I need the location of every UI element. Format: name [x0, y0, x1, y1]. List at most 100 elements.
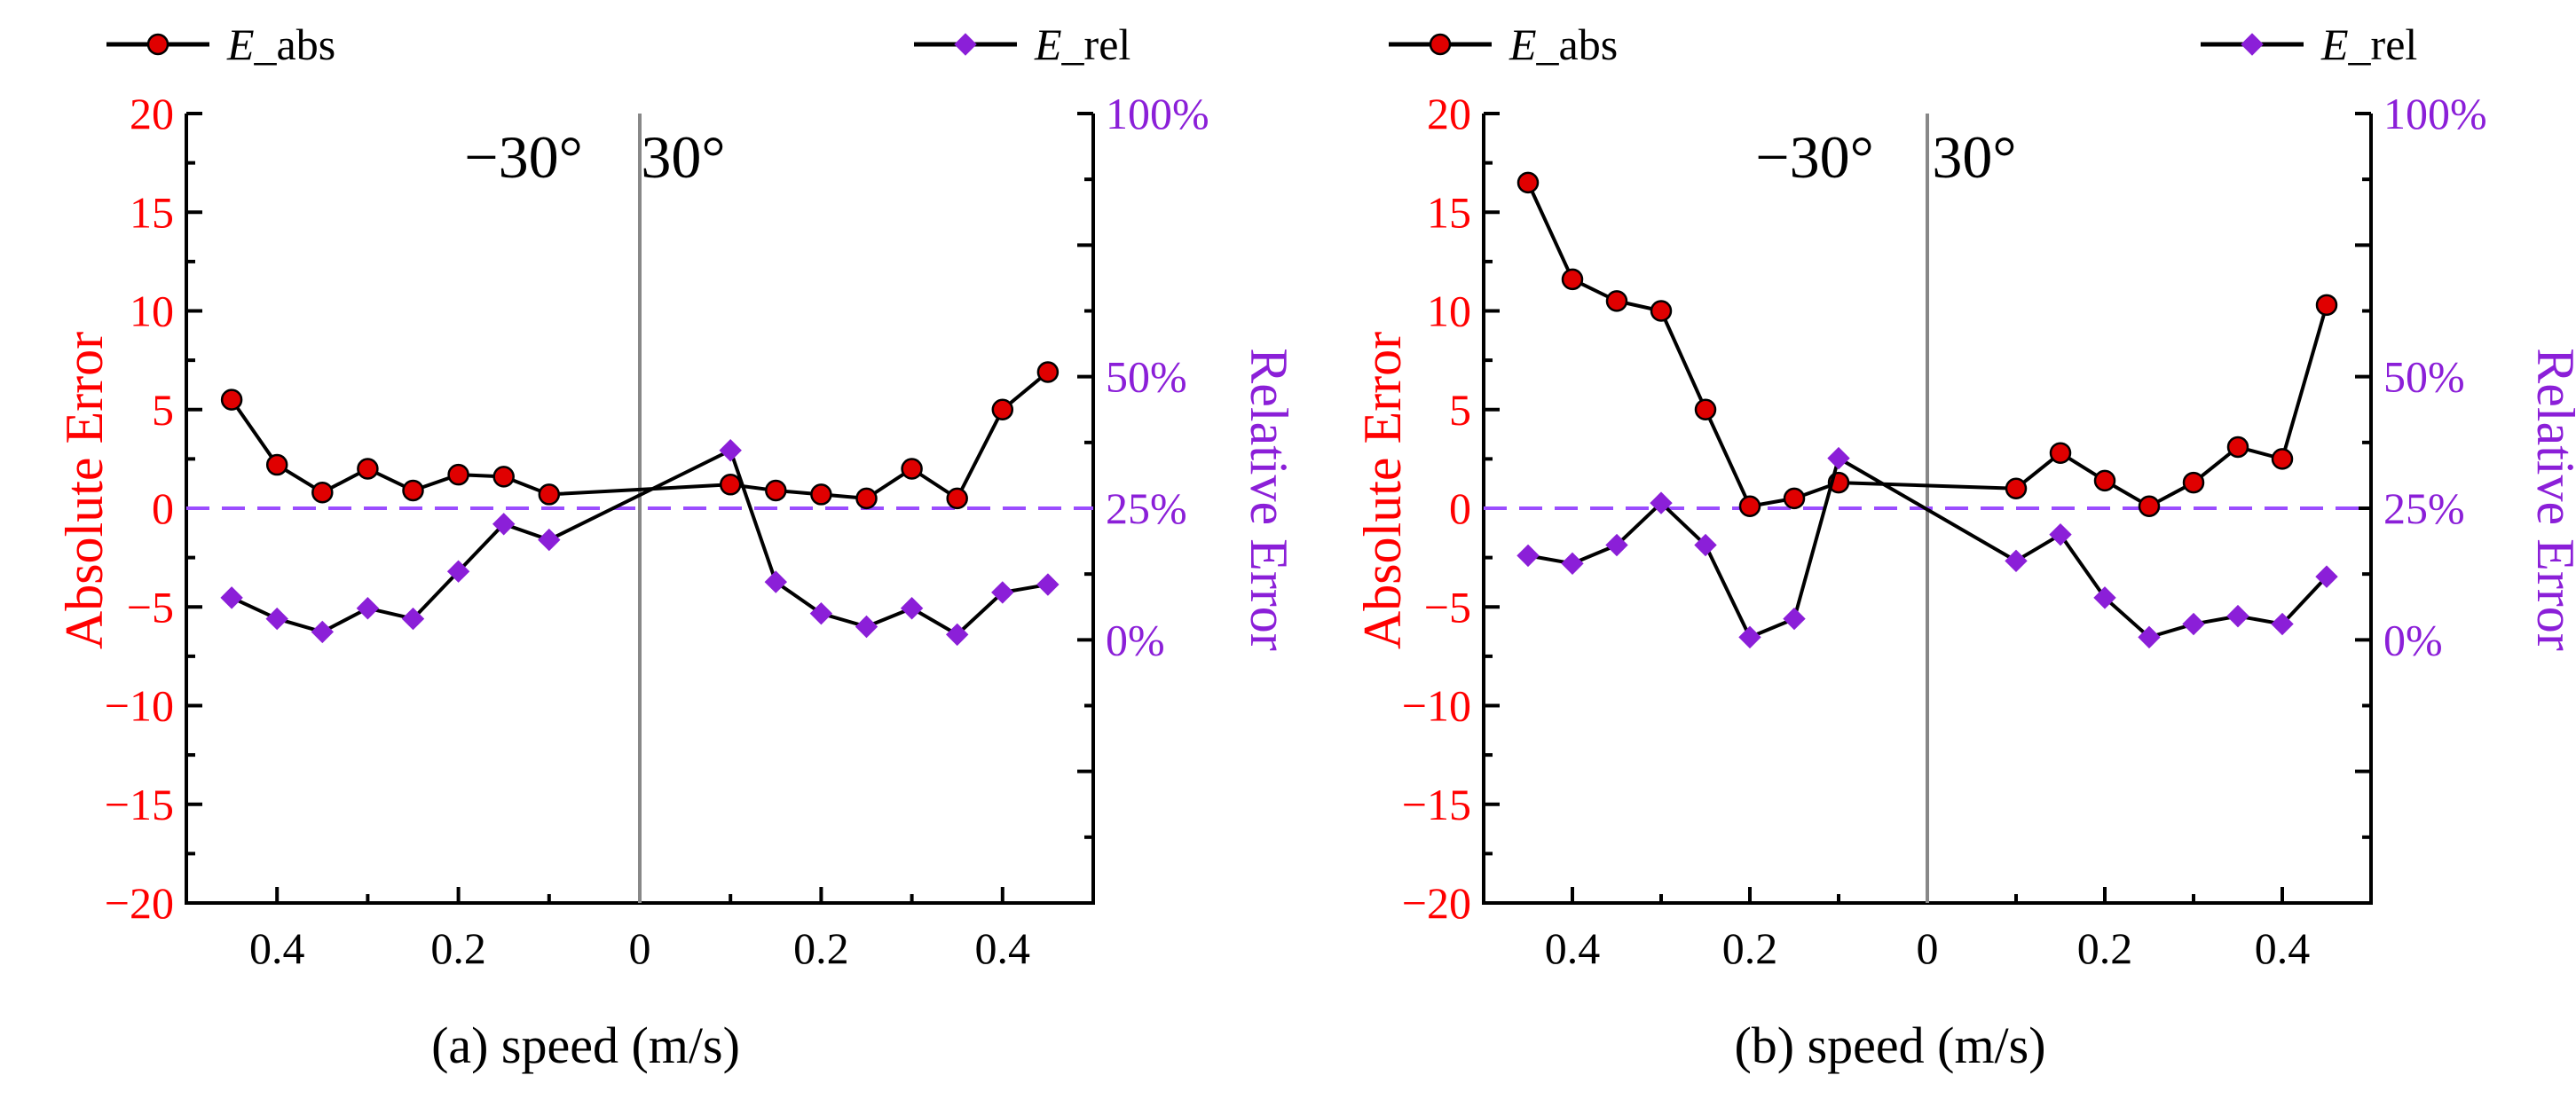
left-tick-label: −20 [105, 878, 174, 928]
rel-point-2 [311, 620, 335, 644]
abs-point-1 [265, 453, 288, 476]
abs-point-0 [220, 389, 243, 411]
abs-point-12 [901, 458, 923, 480]
panel-b: −20 −15 −10 −5 0 5 10 15 20 0% 25% 50% 100% 0.4 0.2 0 0.… [1353, 20, 2576, 1074]
series-line-E_abs [230, 370, 1050, 500]
left-tick-label: 15 [130, 187, 174, 237]
legend-marker-E_rel [954, 33, 977, 56]
abs-point-3 [357, 458, 379, 480]
rel-point-15 [1036, 573, 1060, 596]
series-line-E_rel [231, 448, 1049, 637]
legend-label-E_abs: E_abs [226, 20, 335, 69]
rel-point-4 [1694, 533, 1717, 557]
right-tick-label: 50% [1106, 352, 1187, 402]
left-tick-label: −15 [105, 780, 174, 829]
legend-label-italic: E [1034, 20, 1062, 69]
rel-point-11 [855, 615, 878, 639]
legend-marker-E_abs [146, 33, 169, 56]
rel-point-6 [1783, 607, 1806, 631]
rel-point-11 [2138, 625, 2161, 649]
rel-point-7 [538, 528, 561, 552]
abs-point-11 [2138, 495, 2161, 518]
rel-point-1 [265, 607, 288, 631]
rel-point-8 [2005, 549, 2028, 573]
rel-point-3 [356, 597, 380, 620]
rel-point-4 [401, 607, 425, 631]
rel-point-0 [220, 586, 243, 609]
rel-point-10 [809, 601, 833, 625]
legend-label-suffix: _rel [1061, 20, 1131, 69]
panel-caption: (a) speed (m/s) [431, 1017, 740, 1074]
abs-point-15 [1036, 361, 1060, 383]
rel-point-5 [446, 560, 470, 583]
x-tick-label: 0.4 [1545, 923, 1601, 973]
right-axis-title: Relative Error [2526, 348, 2576, 651]
left-tick-label: −10 [1402, 681, 1471, 731]
rel-point-5 [1738, 625, 1761, 649]
legend-label-italic: E [1509, 20, 1537, 69]
abs-point-9 [2049, 442, 2072, 464]
left-tick-label: 0 [1449, 483, 1471, 533]
rel-point-13 [2226, 604, 2249, 628]
legend-label-suffix: _rel [2348, 20, 2418, 69]
x-tick-label: 0 [629, 923, 651, 973]
x-tick-label: 0.4 [2255, 923, 2311, 973]
abs-point-4 [402, 479, 424, 502]
annotation-neg30: −30° [1755, 123, 1874, 191]
abs-point-14 [991, 398, 1014, 420]
rel-point-8 [719, 439, 742, 462]
abs-point-6 [492, 466, 515, 488]
left-tick-label: 20 [1427, 89, 1471, 138]
abs-point-13 [2226, 436, 2249, 459]
abs-point-12 [2182, 471, 2205, 494]
abs-point-5 [1738, 495, 1761, 518]
legend-label-suffix: _abs [254, 20, 336, 69]
abs-point-9 [765, 479, 787, 502]
panel-a: −20 −15 −10 −5 0 5 10 15 20 0% 25% 50% 100% 0.4 0.2 0 0.… [55, 20, 1298, 1074]
x-tick-label: 0.2 [430, 923, 486, 973]
left-tick-label: 10 [130, 287, 174, 336]
abs-point-6 [1783, 487, 1806, 510]
legend-marker-E_abs [1429, 33, 1452, 56]
x-tick-label: 0.2 [793, 923, 849, 973]
legend-b: E_abs E_rel [1389, 20, 2417, 69]
x-tick-label: 0.4 [975, 923, 1031, 973]
left-tick-label: 5 [1449, 385, 1471, 435]
series-line-E_abs [1526, 182, 2328, 508]
abs-point-10 [810, 483, 832, 506]
legend-marker-E_rel [2241, 33, 2264, 56]
rel-point-7 [1827, 446, 1850, 470]
legend-label-E_rel: E_rel [1034, 20, 1130, 69]
abs-point-10 [2093, 469, 2116, 492]
left-tick-label: −5 [127, 582, 174, 632]
legend-label-suffix: _abs [1536, 20, 1619, 69]
right-tick-label: 25% [2383, 483, 2465, 533]
rel-point-0 [1516, 544, 1540, 568]
left-tick-label: 10 [1427, 287, 1471, 336]
abs-point-15 [2315, 294, 2338, 317]
panel-caption: (b) speed (m/s) [1734, 1017, 2045, 1074]
right-tick-label: 25% [1106, 483, 1187, 533]
legend-label-E_rel: E_rel [2320, 20, 2417, 69]
abs-point-14 [2271, 448, 2294, 470]
abs-point-2 [311, 481, 334, 504]
rel-point-6 [492, 513, 516, 536]
rel-point-12 [2182, 612, 2205, 636]
legend-label-italic: E [226, 20, 255, 69]
rel-point-3 [1650, 491, 1673, 514]
left-tick-label: −15 [1402, 780, 1471, 829]
right-axis-title: Relative Error [1240, 348, 1298, 651]
rel-point-2 [1605, 533, 1628, 557]
abs-point-8 [719, 474, 742, 496]
left-axis-title: Absolute Error [55, 332, 114, 649]
right-tick-label: 0% [1106, 615, 1165, 664]
abs-point-13 [946, 487, 968, 510]
annotation-pos30: 30° [641, 123, 725, 191]
left-tick-label: 5 [152, 385, 174, 435]
x-tick-label: 0 [1917, 923, 1939, 973]
left-tick-label: −20 [1402, 878, 1471, 928]
abs-point-7 [538, 483, 561, 506]
rel-point-12 [900, 597, 924, 620]
annotation-neg30: −30° [464, 123, 583, 191]
